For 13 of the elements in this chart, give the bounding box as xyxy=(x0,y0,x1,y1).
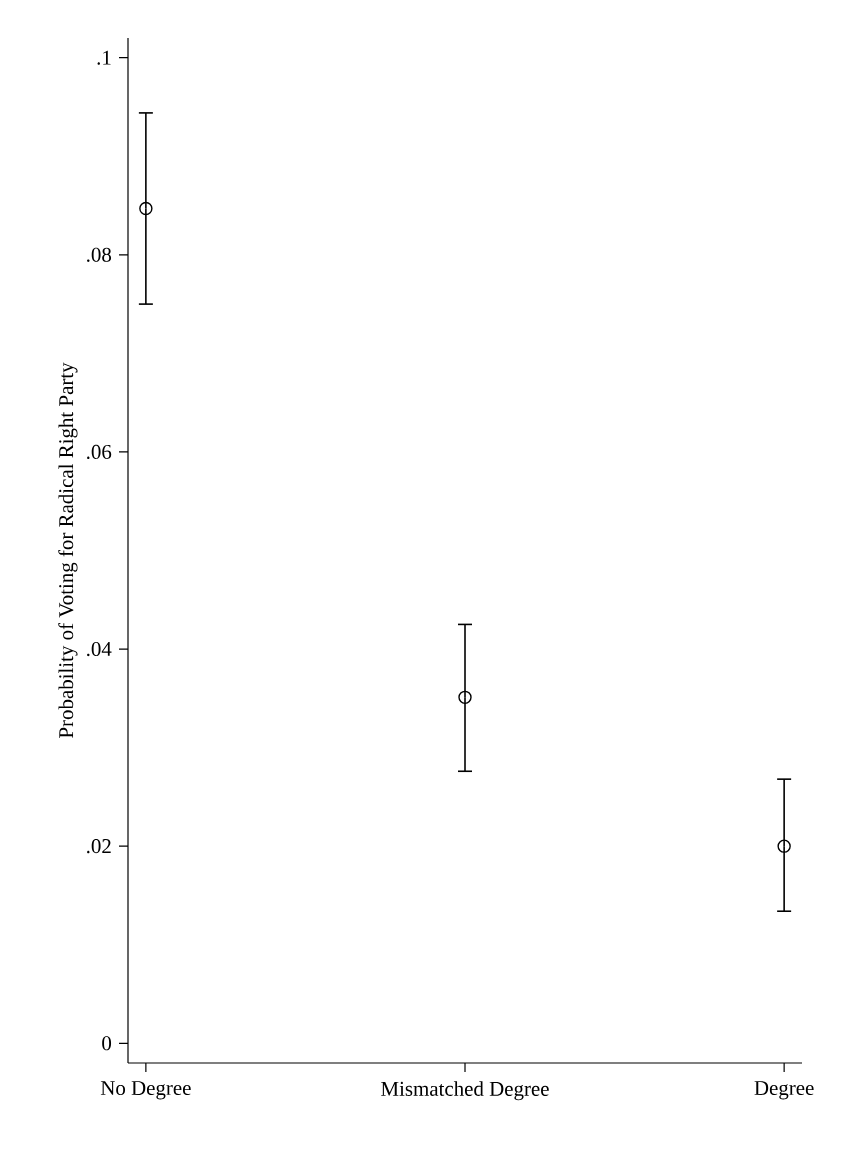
x-tick-label: No Degree xyxy=(100,1081,191,1100)
y-axis-title: Probability of Voting for Radical Right Party xyxy=(58,362,78,738)
point xyxy=(139,201,153,216)
y-tick-label: .1 xyxy=(97,50,111,65)
y-tick-label: .08 xyxy=(87,247,112,262)
point xyxy=(458,690,472,705)
x-tick-label: Mismatched Degree xyxy=(381,1081,549,1101)
y-tick-label: .02 xyxy=(87,839,111,854)
y-tick-label: .06 xyxy=(87,444,112,460)
y-tick-label: 0 xyxy=(102,1036,112,1051)
y-tick-label: .04 xyxy=(87,641,112,657)
point xyxy=(777,839,791,853)
x-tick-label: Degree xyxy=(754,1081,814,1100)
